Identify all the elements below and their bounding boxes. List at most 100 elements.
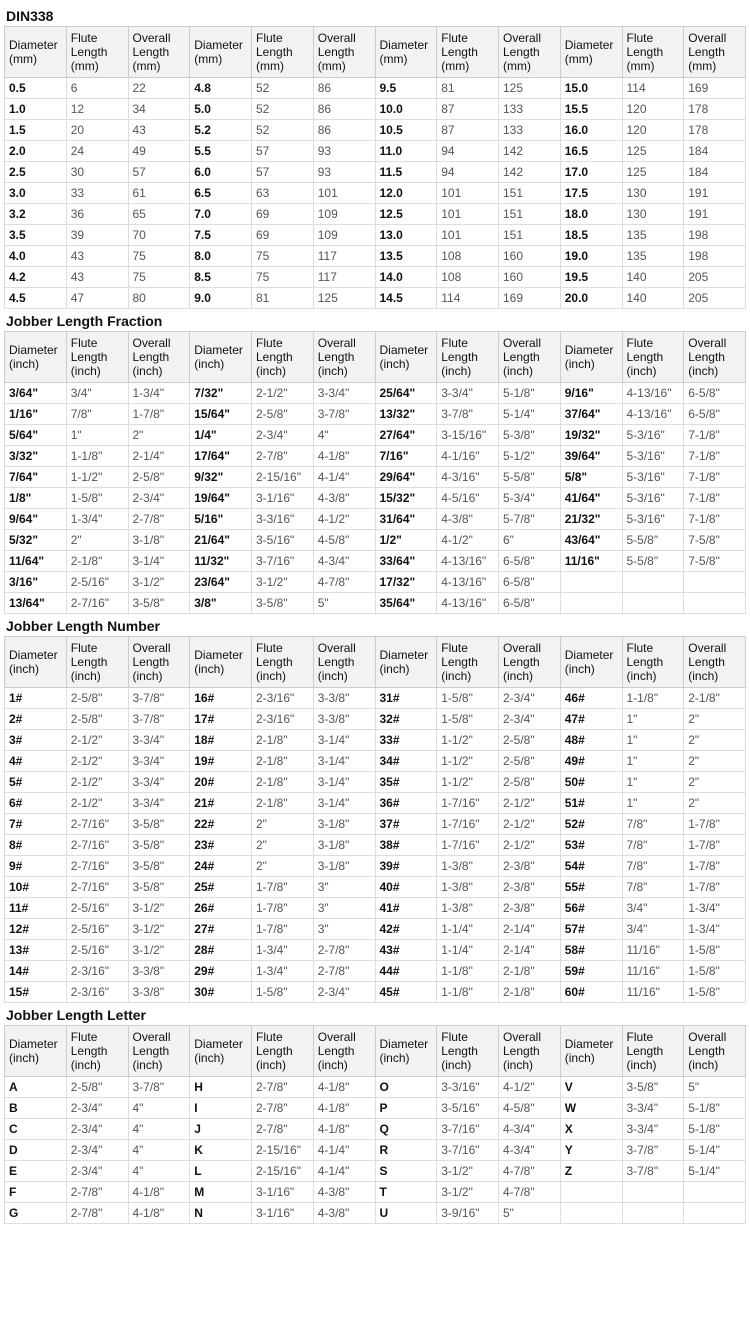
overall-cell: 3-1/4" bbox=[313, 730, 375, 751]
flute-cell: 1-1/4" bbox=[437, 940, 499, 961]
flute-cell: 2-7/16" bbox=[66, 856, 128, 877]
diameter-cell: 43/64" bbox=[560, 530, 622, 551]
overall-cell: 3-7/8" bbox=[128, 688, 190, 709]
overall-cell: 1-7/8" bbox=[128, 404, 190, 425]
flute-cell: 2-5/16" bbox=[66, 919, 128, 940]
diameter-cell: 19.0 bbox=[560, 246, 622, 267]
diameter-cell: O bbox=[375, 1077, 437, 1098]
diameter-cell: 9.0 bbox=[190, 288, 252, 309]
overall-cell: 6-5/8" bbox=[499, 593, 561, 614]
flute-cell: 1-7/16" bbox=[437, 793, 499, 814]
overall-cell: 4-3/4" bbox=[499, 1140, 561, 1161]
flute-cell: 2-1/2" bbox=[66, 751, 128, 772]
column-header: Diameter(inch) bbox=[5, 332, 67, 383]
overall-cell: 4-7/8" bbox=[499, 1182, 561, 1203]
diameter-cell: L bbox=[190, 1161, 252, 1182]
overall-cell: 3-5/8" bbox=[128, 814, 190, 835]
overall-cell: 1-3/4" bbox=[128, 383, 190, 404]
flute-cell: 81 bbox=[437, 78, 499, 99]
overall-cell: 2-5/8" bbox=[128, 467, 190, 488]
flute-cell: 11/16" bbox=[622, 982, 684, 1003]
flute-cell: 1-7/8" bbox=[252, 898, 314, 919]
table-row: 13/64"2-7/16"3-5/8"3/8"3-5/8"5"35/64"4-1… bbox=[5, 593, 746, 614]
table-row: 6#2-1/2"3-3/4"21#2-1/8"3-1/4"36#1-7/16"2… bbox=[5, 793, 746, 814]
flute-cell: 2-1/8" bbox=[252, 751, 314, 772]
column-header: Overall Length(inch) bbox=[684, 637, 746, 688]
column-header: Flute Length(inch) bbox=[622, 637, 684, 688]
overall-cell: 133 bbox=[499, 120, 561, 141]
flute-cell: 1-3/8" bbox=[437, 898, 499, 919]
overall-cell: 3-3/8" bbox=[313, 688, 375, 709]
flute-cell: 1-5/8" bbox=[66, 488, 128, 509]
diameter-cell: 36# bbox=[375, 793, 437, 814]
flute-cell: 3-1/2" bbox=[437, 1161, 499, 1182]
diameter-cell: Y bbox=[560, 1140, 622, 1161]
overall-cell: 6" bbox=[499, 530, 561, 551]
table-row: A2-5/8"3-7/8"H2-7/8"4-1/8"O3-3/16"4-1/2"… bbox=[5, 1077, 746, 1098]
table-row: 3/64"3/4"1-3/4"7/32"2-1/2"3-3/4"25/64"3-… bbox=[5, 383, 746, 404]
flute-cell: 125 bbox=[622, 162, 684, 183]
diameter-cell: 3/32" bbox=[5, 446, 67, 467]
diameter-cell: 1/4" bbox=[190, 425, 252, 446]
overall-cell: 3-1/2" bbox=[128, 898, 190, 919]
diameter-cell: Q bbox=[375, 1119, 437, 1140]
diameter-cell: 2# bbox=[5, 709, 67, 730]
diameter-cell: 19/32" bbox=[560, 425, 622, 446]
overall-cell: 4-1/8" bbox=[313, 1119, 375, 1140]
diameter-cell: 1.5 bbox=[5, 120, 67, 141]
table-row: 8#2-7/16"3-5/8"23#2"3-1/8"38#1-7/16"2-1/… bbox=[5, 835, 746, 856]
flute-cell: 1-5/8" bbox=[437, 709, 499, 730]
table-row: 7#2-7/16"3-5/8"22#2"3-1/8"37#1-7/16"2-1/… bbox=[5, 814, 746, 835]
diameter-cell: Z bbox=[560, 1161, 622, 1182]
overall-cell: 34 bbox=[128, 99, 190, 120]
overall-cell: 4-1/8" bbox=[128, 1182, 190, 1203]
flute-cell: 2-1/2" bbox=[252, 383, 314, 404]
flute-cell: 6 bbox=[66, 78, 128, 99]
flute-cell: 4-13/16" bbox=[622, 404, 684, 425]
flute-cell: 2" bbox=[252, 835, 314, 856]
diameter-cell: 5.5 bbox=[190, 141, 252, 162]
diameter-cell: 12.5 bbox=[375, 204, 437, 225]
overall-cell: 4-3/8" bbox=[313, 1203, 375, 1224]
diameter-cell: 5.0 bbox=[190, 99, 252, 120]
diameter-cell: T bbox=[375, 1182, 437, 1203]
overall-cell: 2-1/4" bbox=[499, 919, 561, 940]
table-row: 2.530576.0579311.59414217.0125184 bbox=[5, 162, 746, 183]
overall-cell: 2-3/4" bbox=[499, 709, 561, 730]
column-header: Overall Length(inch) bbox=[313, 332, 375, 383]
diameter-cell: P bbox=[375, 1098, 437, 1119]
overall-cell: 7-1/8" bbox=[684, 467, 746, 488]
overall-cell: 5-3/8" bbox=[499, 425, 561, 446]
diameter-cell: 15# bbox=[5, 982, 67, 1003]
diameter-cell: 17.5 bbox=[560, 183, 622, 204]
column-header: Flute Length(mm) bbox=[66, 27, 128, 78]
flute-cell: 1" bbox=[66, 425, 128, 446]
flute-cell: 39 bbox=[66, 225, 128, 246]
overall-cell: 5-5/8" bbox=[499, 467, 561, 488]
overall-cell: 7-1/8" bbox=[684, 425, 746, 446]
diameter-cell: 5/64" bbox=[5, 425, 67, 446]
diameter-cell: 18# bbox=[190, 730, 252, 751]
overall-cell: 3-1/4" bbox=[313, 793, 375, 814]
flute-cell: 1-7/8" bbox=[252, 877, 314, 898]
flute-cell: 57 bbox=[252, 141, 314, 162]
diameter-cell: 5/8" bbox=[560, 467, 622, 488]
diameter-cell: 3/64" bbox=[5, 383, 67, 404]
overall-cell: 80 bbox=[128, 288, 190, 309]
diameter-cell: 15.0 bbox=[560, 78, 622, 99]
diameter-cell: 5# bbox=[5, 772, 67, 793]
flute-cell: 1-3/4" bbox=[252, 940, 314, 961]
column-header: Diameter(mm) bbox=[375, 27, 437, 78]
flute-cell: 3/4" bbox=[622, 898, 684, 919]
overall-cell: 2-1/4" bbox=[128, 446, 190, 467]
column-header: Flute Length(inch) bbox=[252, 637, 314, 688]
overall-cell: 2" bbox=[684, 709, 746, 730]
overall-cell: 4-1/4" bbox=[313, 467, 375, 488]
overall-cell: 3" bbox=[313, 919, 375, 940]
flute-cell: 2-7/8" bbox=[252, 1098, 314, 1119]
diameter-cell: 16.5 bbox=[560, 141, 622, 162]
diameter-cell: 14.5 bbox=[375, 288, 437, 309]
overall-cell: 4-3/8" bbox=[313, 488, 375, 509]
diameter-cell: G bbox=[5, 1203, 67, 1224]
column-header: Overall Length(mm) bbox=[313, 27, 375, 78]
